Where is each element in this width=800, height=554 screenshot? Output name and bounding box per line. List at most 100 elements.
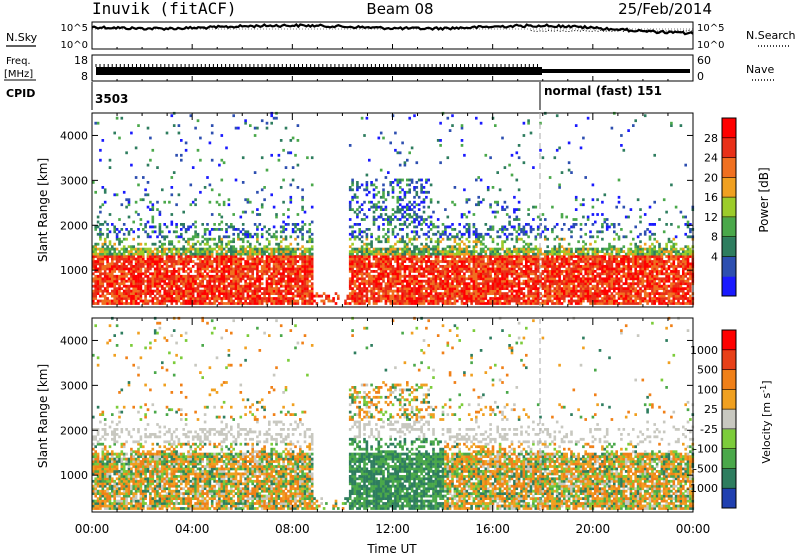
range-gate-cell xyxy=(194,225,197,229)
range-gate-cell xyxy=(403,250,407,253)
range-gate-cell xyxy=(551,270,554,273)
range-gate-cell xyxy=(115,287,119,290)
range-gate-cell xyxy=(142,250,145,253)
range-gate-cell xyxy=(99,287,102,290)
range-gate-cell xyxy=(368,302,371,305)
range-gate-cell xyxy=(208,284,212,288)
range-gate-cell xyxy=(467,198,471,202)
range-gate-cell xyxy=(149,282,152,286)
range-gate-cell xyxy=(427,277,430,281)
range-gate-cell xyxy=(467,228,471,231)
range-gate-cell xyxy=(94,287,97,290)
range-gate-cell xyxy=(234,265,238,268)
range-gate-cell xyxy=(99,265,102,268)
range-gate-cell xyxy=(525,265,528,268)
range-gate-cell xyxy=(134,279,138,283)
range-gate-cell xyxy=(353,237,357,241)
range-gate-cell xyxy=(420,218,423,221)
range-gate-cell xyxy=(191,245,195,249)
range-gate-cell xyxy=(201,255,204,258)
range-gate-cell xyxy=(92,262,95,266)
range-gate-cell xyxy=(263,287,266,290)
range-gate-cell xyxy=(201,282,204,286)
range-gate-cell xyxy=(432,262,435,266)
range-gate-cell xyxy=(270,257,273,261)
range-gate-cell xyxy=(396,208,400,211)
range-gate-cell xyxy=(277,270,281,273)
range-gate-cell xyxy=(477,262,480,266)
range-gate-cell xyxy=(175,297,178,300)
range-gate-cell xyxy=(134,277,138,281)
range-gate-cell xyxy=(165,262,169,266)
range-gate-cell xyxy=(301,255,304,258)
range-gate-cell xyxy=(151,297,155,300)
range-gate-cell xyxy=(489,279,492,283)
range-gate-cell xyxy=(484,277,488,281)
range-gate-cell xyxy=(251,297,254,300)
range-gate-cell xyxy=(101,242,105,246)
range-gate-cell xyxy=(510,267,514,271)
range-gate-cell xyxy=(536,255,540,258)
range-gate-cell xyxy=(260,257,264,261)
range-gate-cell xyxy=(151,292,155,295)
range-gate-cell xyxy=(210,213,214,216)
range-gate-cell xyxy=(358,210,361,214)
range-gate-cell xyxy=(389,181,392,184)
range-gate-cell xyxy=(363,200,366,204)
range-gate-cell xyxy=(282,237,285,241)
range-gate-cell xyxy=(525,260,528,263)
range-gate-cell xyxy=(318,294,321,298)
range-gate-cell xyxy=(444,270,447,273)
range-gate-cell xyxy=(213,284,216,288)
range-gate-cell xyxy=(315,292,319,295)
range-gate-cell xyxy=(356,215,359,219)
range-gate-cell xyxy=(415,282,419,286)
range-gate-cell xyxy=(572,284,576,288)
range-gate-cell xyxy=(482,284,485,288)
range-gate-cell xyxy=(120,277,124,281)
range-gate-cell xyxy=(472,267,476,271)
range-gate-cell xyxy=(403,265,407,268)
range-gate-cell xyxy=(134,260,138,263)
range-gate-cell xyxy=(475,299,478,303)
range-gate-cell xyxy=(220,274,224,278)
range-gate-cell xyxy=(308,292,312,295)
range-gate-cell xyxy=(187,247,190,251)
range-gate-cell xyxy=(351,250,354,253)
range-gate-cell xyxy=(420,188,423,192)
range-gate-cell xyxy=(237,260,240,263)
range-gate-cell xyxy=(420,228,423,231)
range-gate-cell xyxy=(544,274,547,278)
range-gate-cell xyxy=(567,267,571,271)
range-gate-cell xyxy=(130,163,133,167)
range-gate-cell xyxy=(353,265,357,268)
range-gate-cell xyxy=(289,282,293,286)
range-gate-cell xyxy=(553,265,557,268)
range-gate-cell xyxy=(168,260,171,263)
range-gate-cell xyxy=(425,245,428,249)
range-gate-cell xyxy=(384,198,388,202)
range-gate-cell xyxy=(194,299,197,303)
range-gate-cell xyxy=(203,228,207,231)
range-gate-cell xyxy=(258,270,262,273)
range-gate-cell xyxy=(527,245,530,249)
range-gate-cell xyxy=(553,272,557,276)
range-gate-cell xyxy=(170,282,174,286)
range-gate-cell xyxy=(177,284,181,288)
range-gate-cell xyxy=(382,294,385,298)
range-gate-cell xyxy=(348,205,352,209)
range-gate-cell xyxy=(567,255,571,258)
range-gate-cell xyxy=(239,297,243,300)
range-gate-cell xyxy=(401,237,404,241)
range-gate-cell xyxy=(125,257,128,261)
range-gate-cell xyxy=(289,302,293,305)
range-gate-cell xyxy=(472,252,476,256)
range-gate-cell xyxy=(486,270,490,273)
range-gate-cell xyxy=(208,250,212,253)
range-gate-cell xyxy=(501,267,504,271)
range-gate-cell xyxy=(486,299,490,303)
range-gate-cell xyxy=(406,274,409,278)
range-gate-cell xyxy=(377,287,381,290)
range-gate-cell xyxy=(158,213,162,216)
range-gate-cell xyxy=(472,270,476,273)
